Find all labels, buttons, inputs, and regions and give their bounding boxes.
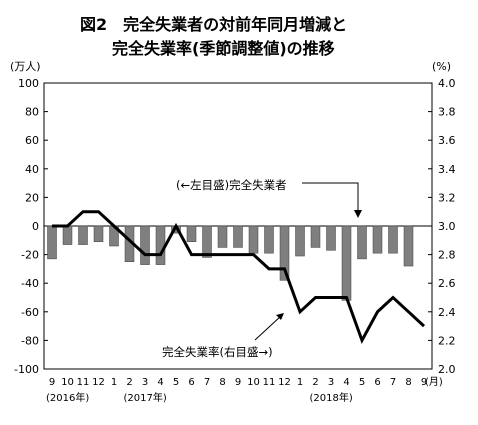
left-tick-label: -40 — [21, 277, 39, 290]
annotation-unemployed: (←左目盛)完全失業者 — [176, 178, 287, 192]
unemployed-bars — [47, 225, 414, 301]
x-tick-label: 10 — [61, 377, 74, 388]
x-tick-label: 3 — [142, 377, 148, 388]
bar — [310, 225, 321, 248]
annotation-unemployed-arrowhead — [354, 210, 362, 218]
bar — [155, 225, 166, 265]
x-tick-label: 1 — [297, 377, 303, 388]
annotation-rate: 完全失業率(右目盛→) — [162, 345, 273, 359]
annotation-rate-arrow — [254, 315, 282, 341]
x-tick-label: 11 — [77, 377, 90, 388]
bar — [357, 225, 367, 260]
left-tick-label: 100 — [18, 77, 39, 90]
year-labels: (2016年) (2017年) (2018年) — [46, 391, 353, 404]
left-tick-label: 0 — [32, 220, 39, 233]
bar — [62, 225, 73, 245]
x-tick-label: 5 — [359, 377, 365, 388]
bar — [217, 225, 228, 248]
year-label: (2016年) — [46, 391, 89, 404]
bar — [93, 225, 104, 242]
right-tick-label: 3.6 — [438, 134, 456, 147]
left-tick-label: -20 — [21, 249, 39, 262]
bar — [326, 225, 336, 251]
bar — [248, 225, 259, 254]
right-tick-label: 3.0 — [438, 220, 456, 233]
x-axis-unit: (月) — [425, 376, 443, 388]
bar — [47, 225, 57, 260]
left-tick-label: 80 — [25, 106, 39, 119]
right-axis-unit: (%) — [432, 60, 451, 73]
bar — [233, 225, 243, 248]
x-tick-label: 6 — [374, 377, 380, 388]
right-tick-label: 2.2 — [438, 334, 456, 347]
right-tick-label: 3.4 — [438, 163, 456, 176]
left-axis: 100 80 60 40 20 0 -20 -40 -60 -80 -100 — [14, 77, 48, 376]
unemployment-rate-line — [52, 210, 426, 345]
right-tick-label: 2.6 — [438, 277, 456, 290]
bar — [295, 225, 305, 257]
x-tick-label: 4 — [157, 377, 163, 388]
right-tick-label: 3.8 — [438, 106, 456, 119]
x-tick-label: 1 — [111, 377, 117, 388]
x-tick-label: 7 — [390, 377, 396, 388]
x-tick-label: 8 — [405, 377, 411, 388]
x-tick-label: 11 — [263, 377, 276, 388]
bar — [264, 225, 274, 254]
annotation-unemployed-arrow — [302, 182, 359, 212]
right-axis: 4.0 3.8 3.6 3.4 3.2 3.0 2.8 2.6 2.4 2.2 2.0 — [428, 77, 456, 376]
chart-title: 図2 完全失業者の対前年同月増減と — [80, 15, 347, 34]
bar — [186, 225, 197, 242]
bar — [388, 225, 398, 254]
right-tick-label: 4.0 — [438, 77, 456, 90]
x-tick-label: 9 — [49, 377, 55, 388]
right-tick-label: 2.4 — [438, 306, 456, 319]
bar — [279, 225, 290, 281]
annotation-rate-arrowhead — [276, 313, 284, 320]
left-tick-label: 60 — [25, 134, 39, 147]
chart-subtitle: 完全失業率(季節調整値)の推移 — [112, 39, 335, 58]
bar — [140, 225, 150, 265]
right-tick-label: 2.0 — [438, 363, 456, 376]
x-tick-label: 9 — [421, 377, 427, 388]
bar — [403, 225, 414, 267]
bar — [78, 225, 88, 245]
x-tick-label: 10 — [247, 377, 260, 388]
x-tick-label: 2 — [312, 377, 318, 388]
x-tick-label: 6 — [188, 377, 194, 388]
left-tick-label: -60 — [21, 306, 39, 319]
left-tick-label: -80 — [21, 334, 39, 347]
year-label: (2018年) — [310, 391, 353, 404]
left-tick-label: 40 — [25, 163, 39, 176]
x-tick-label: 12 — [278, 377, 291, 388]
bar — [202, 225, 212, 258]
right-tick-label: 2.8 — [438, 249, 456, 262]
x-tick-label: 5 — [173, 377, 179, 388]
left-tick-label: -100 — [14, 363, 39, 376]
bar — [372, 225, 383, 254]
x-axis: 9 10 11 12 1 2 3 4 5 6 7 8 9 10 11 12 1 2 3 4 5 6 7 8 9 — [49, 377, 427, 388]
x-tick-label: 7 — [204, 377, 210, 388]
right-tick-label: 3.2 — [438, 191, 456, 204]
year-label: (2017年) — [124, 391, 167, 404]
x-tick-label: 9 — [235, 377, 241, 388]
x-tick-label: 12 — [92, 377, 105, 388]
x-tick-label: 2 — [126, 377, 132, 388]
bar — [341, 225, 352, 301]
left-tick-label: 20 — [25, 191, 39, 204]
x-tick-label: 8 — [219, 377, 225, 388]
x-tick-label: 3 — [328, 377, 334, 388]
x-tick-label: 4 — [343, 377, 349, 388]
left-axis-unit: (万人) — [10, 60, 41, 73]
